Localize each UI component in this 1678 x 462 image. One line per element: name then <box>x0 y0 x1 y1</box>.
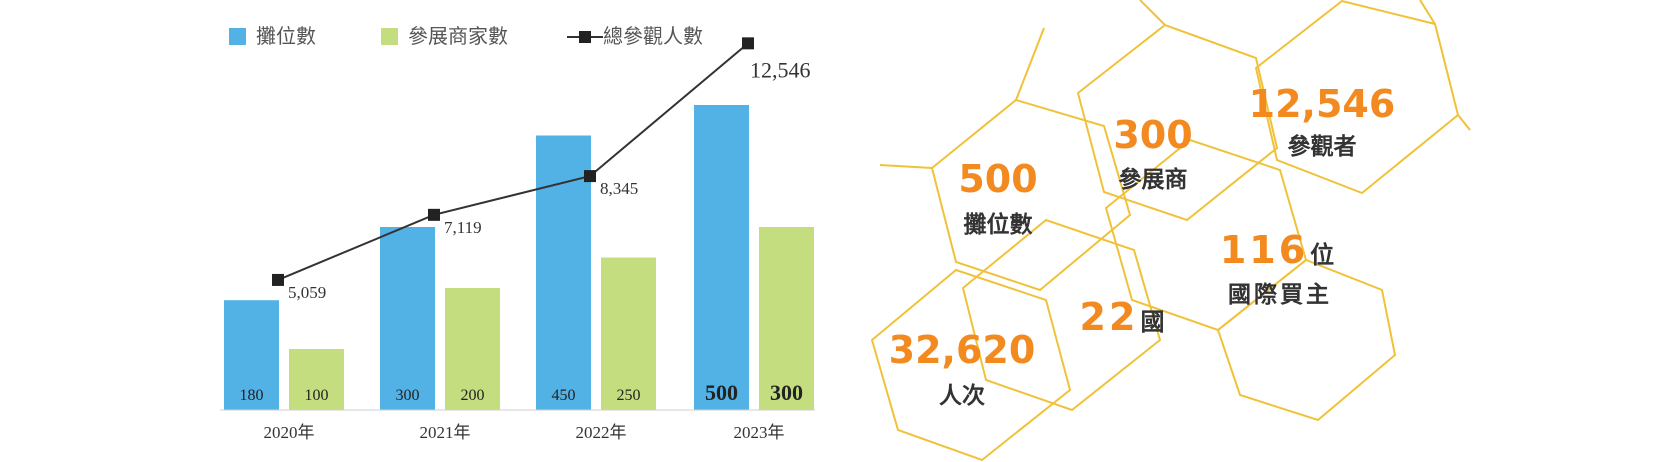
bar-value-label-exhibitors: 100 <box>305 387 329 404</box>
bar-booths-2022年 <box>536 135 591 410</box>
line-marker-visitors <box>272 273 284 286</box>
stat-suffix: 位 <box>1310 241 1334 269</box>
legend-label-visitors: 總參觀人數 <box>603 24 703 48</box>
stat-suffix: 國 <box>1140 308 1164 336</box>
hex-edge <box>1015 27 1045 101</box>
hex-cell <box>1076 23 1279 222</box>
stat-value-line: 22國 <box>1080 295 1165 339</box>
stat-attendance: 32,620 人次 <box>889 328 1036 409</box>
line-value-label: 5,059 <box>288 283 326 302</box>
stat-booths: 500 攤位數 <box>958 157 1037 238</box>
x-tick-label: 2023年 <box>734 423 785 442</box>
bar-booths-2020年 <box>224 300 279 410</box>
bar-exhibitors-2021年 <box>445 288 500 410</box>
stat-countries: 22國 <box>1080 295 1165 339</box>
legend-swatch-exhibitors <box>381 28 398 45</box>
bar-booths-2021年 <box>380 227 435 410</box>
stat-buyers: 116位 國際買主 <box>1220 228 1334 308</box>
x-tick-label: 2021年 <box>420 423 471 442</box>
line-value-label: 12,546 <box>750 57 811 82</box>
bar-exhibitors-2023年 <box>759 227 814 410</box>
stat-value-line: 116位 <box>1220 228 1334 272</box>
line-marker-visitors <box>584 170 596 183</box>
hex-cell <box>1104 138 1308 332</box>
stat-value: 116 <box>1220 228 1308 272</box>
stat-label: 國際買主 <box>1228 281 1332 308</box>
bar-booths-2023年 <box>694 105 749 410</box>
stat-label: 參展商 <box>1119 166 1188 193</box>
hex-cell <box>961 218 1162 412</box>
bars-group: 180 100 300 200 450 250 500 300 <box>224 105 814 410</box>
hex-cell <box>1254 0 1460 195</box>
hex-cell <box>1216 258 1397 422</box>
line-marker-visitors <box>428 208 440 221</box>
bar-exhibitors-2022年 <box>601 257 656 410</box>
legend-label-booths: 攤位數 <box>256 24 316 48</box>
line-value-label: 7,119 <box>444 218 482 237</box>
line-value-label: 8,345 <box>600 179 638 198</box>
stat-value: 22 <box>1080 295 1139 339</box>
bar-value-label-booths: 300 <box>396 387 420 404</box>
legend-swatch-booths <box>229 28 246 45</box>
combo-chart: 攤位數 參展商家數 總參觀人數 180 100 300 200 450 250 500 300… <box>220 24 815 442</box>
bar-value-label-exhibitors: 200 <box>461 387 485 404</box>
legend: 攤位數 參展商家數 總參觀人數 <box>229 24 703 48</box>
hex-cell <box>930 98 1132 292</box>
stat-value: 32,620 <box>889 328 1036 372</box>
bar-value-label-booths: 180 <box>240 387 264 404</box>
hex-edge <box>1457 114 1471 131</box>
hex-cell <box>870 268 1072 462</box>
bar-exhibitors-2020年 <box>289 349 344 410</box>
bar-value-label-booths: 500 <box>705 380 738 405</box>
bar-value-label-exhibitors: 250 <box>617 387 641 404</box>
x-tick-label: 2022年 <box>576 423 627 442</box>
stat-value: 300 <box>1113 113 1192 157</box>
bar-value-label-exhibitors: 300 <box>770 380 803 405</box>
legend-label-exhibitors: 參展商家數 <box>408 24 508 48</box>
line-group: 5,059 7,119 8,345 12,546 <box>272 37 811 302</box>
stat-label: 人次 <box>939 382 985 409</box>
hex-edge <box>1419 0 1436 25</box>
x-tick-label: 2020年 <box>264 423 315 442</box>
stat-value: 12,546 <box>1249 82 1396 126</box>
hex-edge <box>879 164 933 169</box>
bar-value-label-booths: 450 <box>552 387 576 404</box>
line-visitors <box>277 42 749 281</box>
stat-exhibitors: 300 參展商 <box>1113 113 1192 193</box>
line-marker-visitors <box>742 37 754 50</box>
x-axis: 2020年 2021年 2022年 2023年 <box>220 409 815 442</box>
stat-value: 500 <box>958 157 1037 201</box>
stat-label: 參觀者 <box>1288 133 1357 160</box>
hex-grid <box>870 0 1471 462</box>
stat-label: 攤位數 <box>964 211 1033 238</box>
legend-marker-visitors <box>579 31 591 43</box>
stat-visitors: 12,546 參觀者 <box>1249 82 1396 160</box>
hex-edge <box>1139 0 1166 26</box>
